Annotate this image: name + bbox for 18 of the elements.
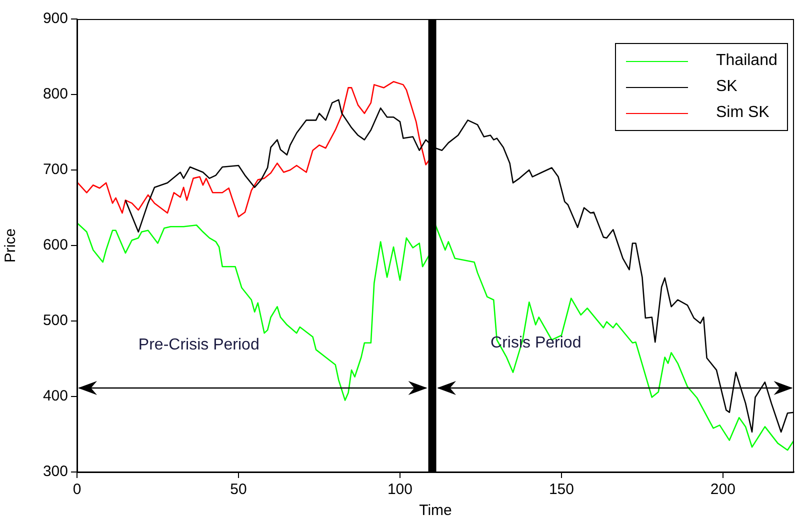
x-tick-label: 100 <box>387 481 412 498</box>
x-tick-label: 150 <box>548 481 574 498</box>
y-tick-label: 600 <box>42 236 68 254</box>
y-tick-label: 300 <box>42 463 68 480</box>
y-tick-label: 700 <box>42 161 68 178</box>
x-axis-title: Time <box>419 502 452 520</box>
legend-label: SK <box>716 78 738 96</box>
legend-label: Thailand <box>716 52 778 70</box>
annotation: Pre-Crisis Period <box>138 336 260 354</box>
x-tick-label: 200 <box>710 481 736 498</box>
y-tick-label: 900 <box>42 10 68 28</box>
y-tick-label: 500 <box>42 312 68 330</box>
y-tick-label: 800 <box>42 86 68 103</box>
legend-label: Sim SK <box>716 104 770 122</box>
x-tick-label: 50 <box>230 481 247 498</box>
y-axis-title: Price <box>2 228 20 263</box>
y-tick-label: 400 <box>42 388 68 405</box>
x-tick-label: 0 <box>72 481 82 498</box>
